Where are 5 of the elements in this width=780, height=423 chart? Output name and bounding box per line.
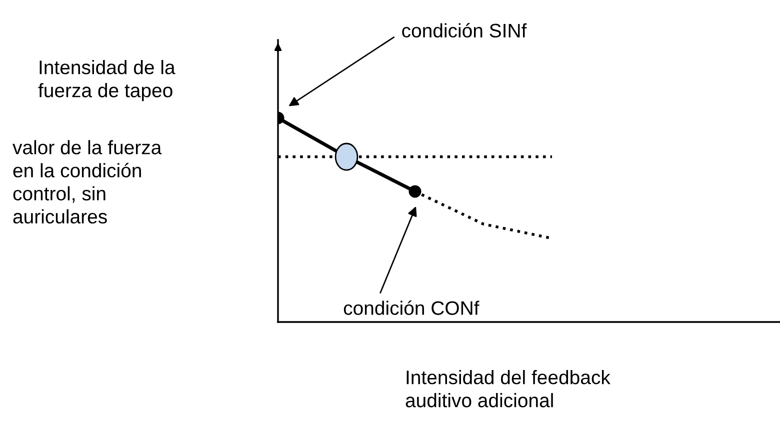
text: Intensidad de la fuerza de tapeo xyxy=(38,60,176,102)
annotation: condición CONf xyxy=(344,300,480,315)
x-axis-title: Intensidad del feedback auditivo adicional xyxy=(406,370,610,408)
ref-line-label: valor de la fuerza en la condición control, sin auriculares xyxy=(12,140,162,224)
text: condición SINf xyxy=(402,23,527,38)
